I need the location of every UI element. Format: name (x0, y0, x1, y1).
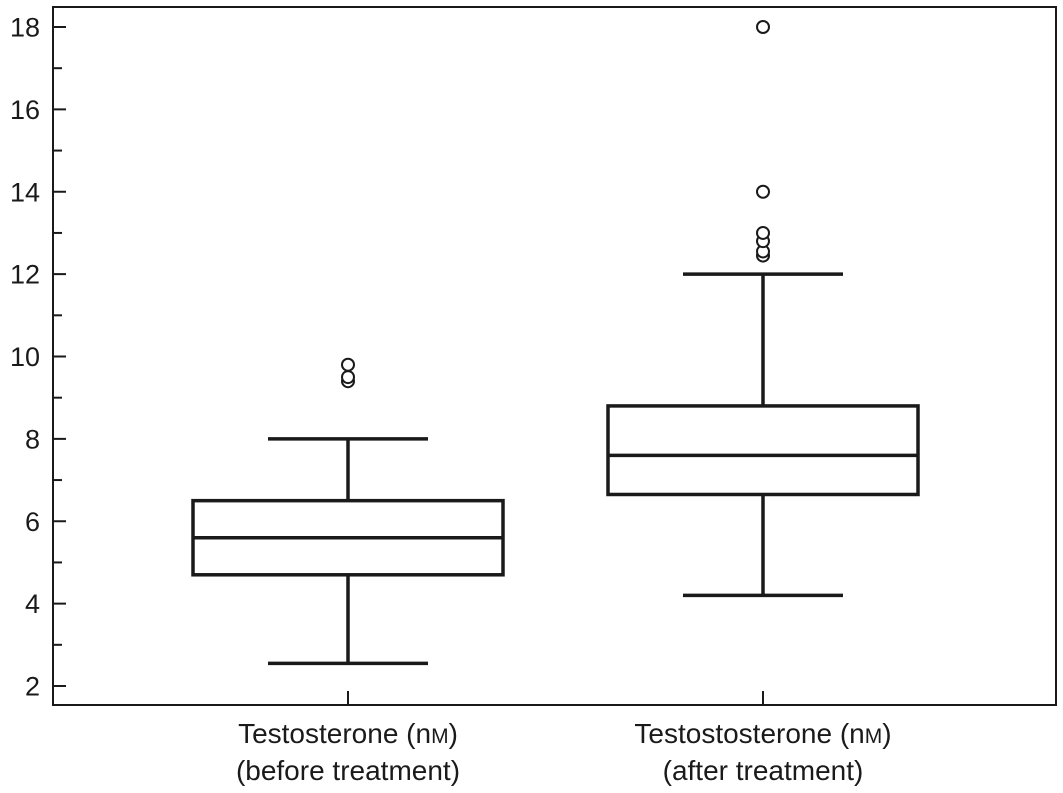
boxes (191, 20, 920, 705)
category-label-line1: Testosterone (nM) (238, 718, 458, 749)
outlier-point (341, 357, 355, 372)
y-tick-label: 12 (10, 260, 40, 290)
box-group-after-treatment (606, 20, 920, 705)
y-tick-label: 2 (25, 672, 40, 702)
category-label-line1: Testostosterone (nM) (634, 718, 891, 749)
y-tick-label: 14 (10, 177, 40, 207)
category-label-line2: (after treatment) (663, 755, 864, 786)
outlier-point (341, 370, 355, 385)
iqr-box (606, 404, 920, 497)
outlier-point (756, 184, 770, 199)
y-tick-label: 8 (25, 424, 40, 454)
category-label-line2: (before treatment) (236, 755, 460, 786)
y-tick-label: 16 (10, 95, 40, 125)
outlier-point (756, 225, 770, 240)
category-labels: Testosterone (nM) (before treatment) Testo… (236, 718, 892, 786)
y-axis: 2 4 6 8 10 12 14 16 18 (10, 13, 66, 702)
plot-area-frame (52, 6, 1057, 706)
y-tick-label: 6 (25, 507, 40, 537)
y-tick-label: 18 (10, 13, 40, 43)
outlier-point (756, 20, 770, 34)
y-tick-label: 4 (25, 589, 40, 619)
box-group-before-treatment (191, 357, 505, 705)
y-tick-label: 10 (10, 342, 40, 372)
